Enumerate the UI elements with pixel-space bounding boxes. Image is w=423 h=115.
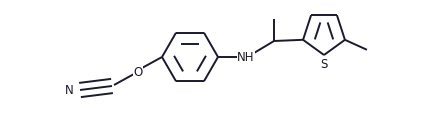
Text: N: N bbox=[65, 84, 74, 97]
Text: NH: NH bbox=[237, 51, 255, 64]
Text: O: O bbox=[133, 65, 143, 78]
Text: S: S bbox=[320, 58, 328, 70]
